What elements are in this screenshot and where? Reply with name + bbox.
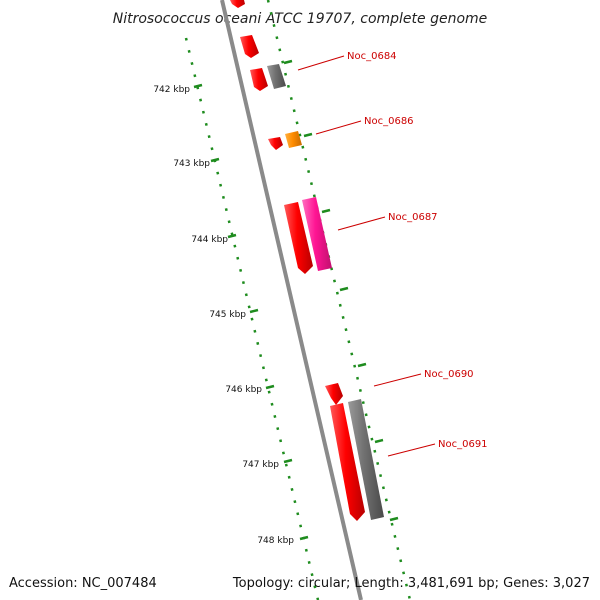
feature-tick bbox=[357, 362, 367, 368]
feature-tick bbox=[339, 286, 349, 292]
gene-arrow-noc-0684[interactable] bbox=[267, 64, 286, 89]
gene-label-noc-0684[interactable]: Noc_0684 bbox=[347, 51, 397, 62]
gene-arrow[interactable] bbox=[330, 403, 365, 521]
scale-label: 744 kbp bbox=[191, 235, 228, 245]
scale-label: 746 kbp bbox=[225, 385, 262, 395]
feature-ticks bbox=[283, 59, 399, 522]
callout-line bbox=[315, 120, 362, 135]
feature-tick bbox=[321, 208, 331, 214]
scale-label: 745 kbp bbox=[209, 310, 246, 320]
scale-label: 748 kbp bbox=[257, 536, 294, 546]
feature-tick bbox=[283, 59, 293, 65]
feature-dotted-line bbox=[266, 0, 412, 600]
scale-dotted-line bbox=[184, 37, 320, 600]
scale-tick bbox=[265, 384, 275, 390]
scale-tick bbox=[210, 157, 220, 163]
gene-label-noc-0691[interactable]: Noc_0691 bbox=[438, 439, 488, 450]
genome-backbone bbox=[220, 0, 363, 600]
gene-label-noc-0686[interactable]: Noc_0686 bbox=[364, 116, 414, 127]
callout-line bbox=[387, 443, 436, 457]
feature-tick bbox=[303, 132, 313, 138]
gene-arrow-noc-0686[interactable] bbox=[285, 131, 302, 148]
scale-label: 743 kbp bbox=[173, 159, 210, 169]
gene-arrow[interactable] bbox=[284, 202, 313, 274]
scale-label: 747 kbp bbox=[242, 460, 279, 470]
scale-tick bbox=[299, 535, 309, 541]
gene-arrow-noc-0687[interactable] bbox=[302, 197, 332, 271]
scale-tick bbox=[193, 83, 203, 89]
gene-arrow[interactable] bbox=[240, 35, 259, 58]
gene-arrow[interactable] bbox=[230, 0, 245, 8]
scale-labels: 742 kbp 743 kbp 744 kbp 745 kbp 746 kbp … bbox=[153, 85, 294, 546]
scale-tick bbox=[283, 458, 293, 464]
gene-arrow[interactable] bbox=[250, 68, 268, 91]
map-title: Nitrosococcus oceani ATCC 19707, complet… bbox=[113, 11, 488, 27]
gene-arrow-noc-0690[interactable] bbox=[325, 383, 343, 405]
gene-labels: Noc_0684 Noc_0686 Noc_0687 Noc_0690 Noc_… bbox=[297, 51, 488, 457]
feature-tick bbox=[389, 516, 399, 522]
callout-line bbox=[297, 55, 345, 71]
feature-tick bbox=[374, 438, 384, 444]
gene-arrow[interactable] bbox=[268, 137, 283, 150]
topology-text: Topology: circular; Length: 3,481,691 bp… bbox=[232, 576, 590, 591]
scale-tick bbox=[227, 233, 237, 239]
gene-arrow-noc-0691[interactable] bbox=[348, 399, 384, 520]
gene-label-noc-0690[interactable]: Noc_0690 bbox=[424, 369, 474, 380]
gene-label-noc-0687[interactable]: Noc_0687 bbox=[388, 212, 438, 223]
genes bbox=[230, 0, 384, 521]
scale-ticks bbox=[193, 83, 309, 541]
callout-line bbox=[373, 373, 422, 387]
callout-line bbox=[337, 216, 386, 231]
scale-tick bbox=[249, 308, 259, 314]
accession-text: Accession: NC_007484 bbox=[9, 576, 157, 591]
scale-label: 742 kbp bbox=[153, 85, 190, 95]
scale-track bbox=[184, 37, 320, 600]
feature-track bbox=[266, 0, 412, 600]
